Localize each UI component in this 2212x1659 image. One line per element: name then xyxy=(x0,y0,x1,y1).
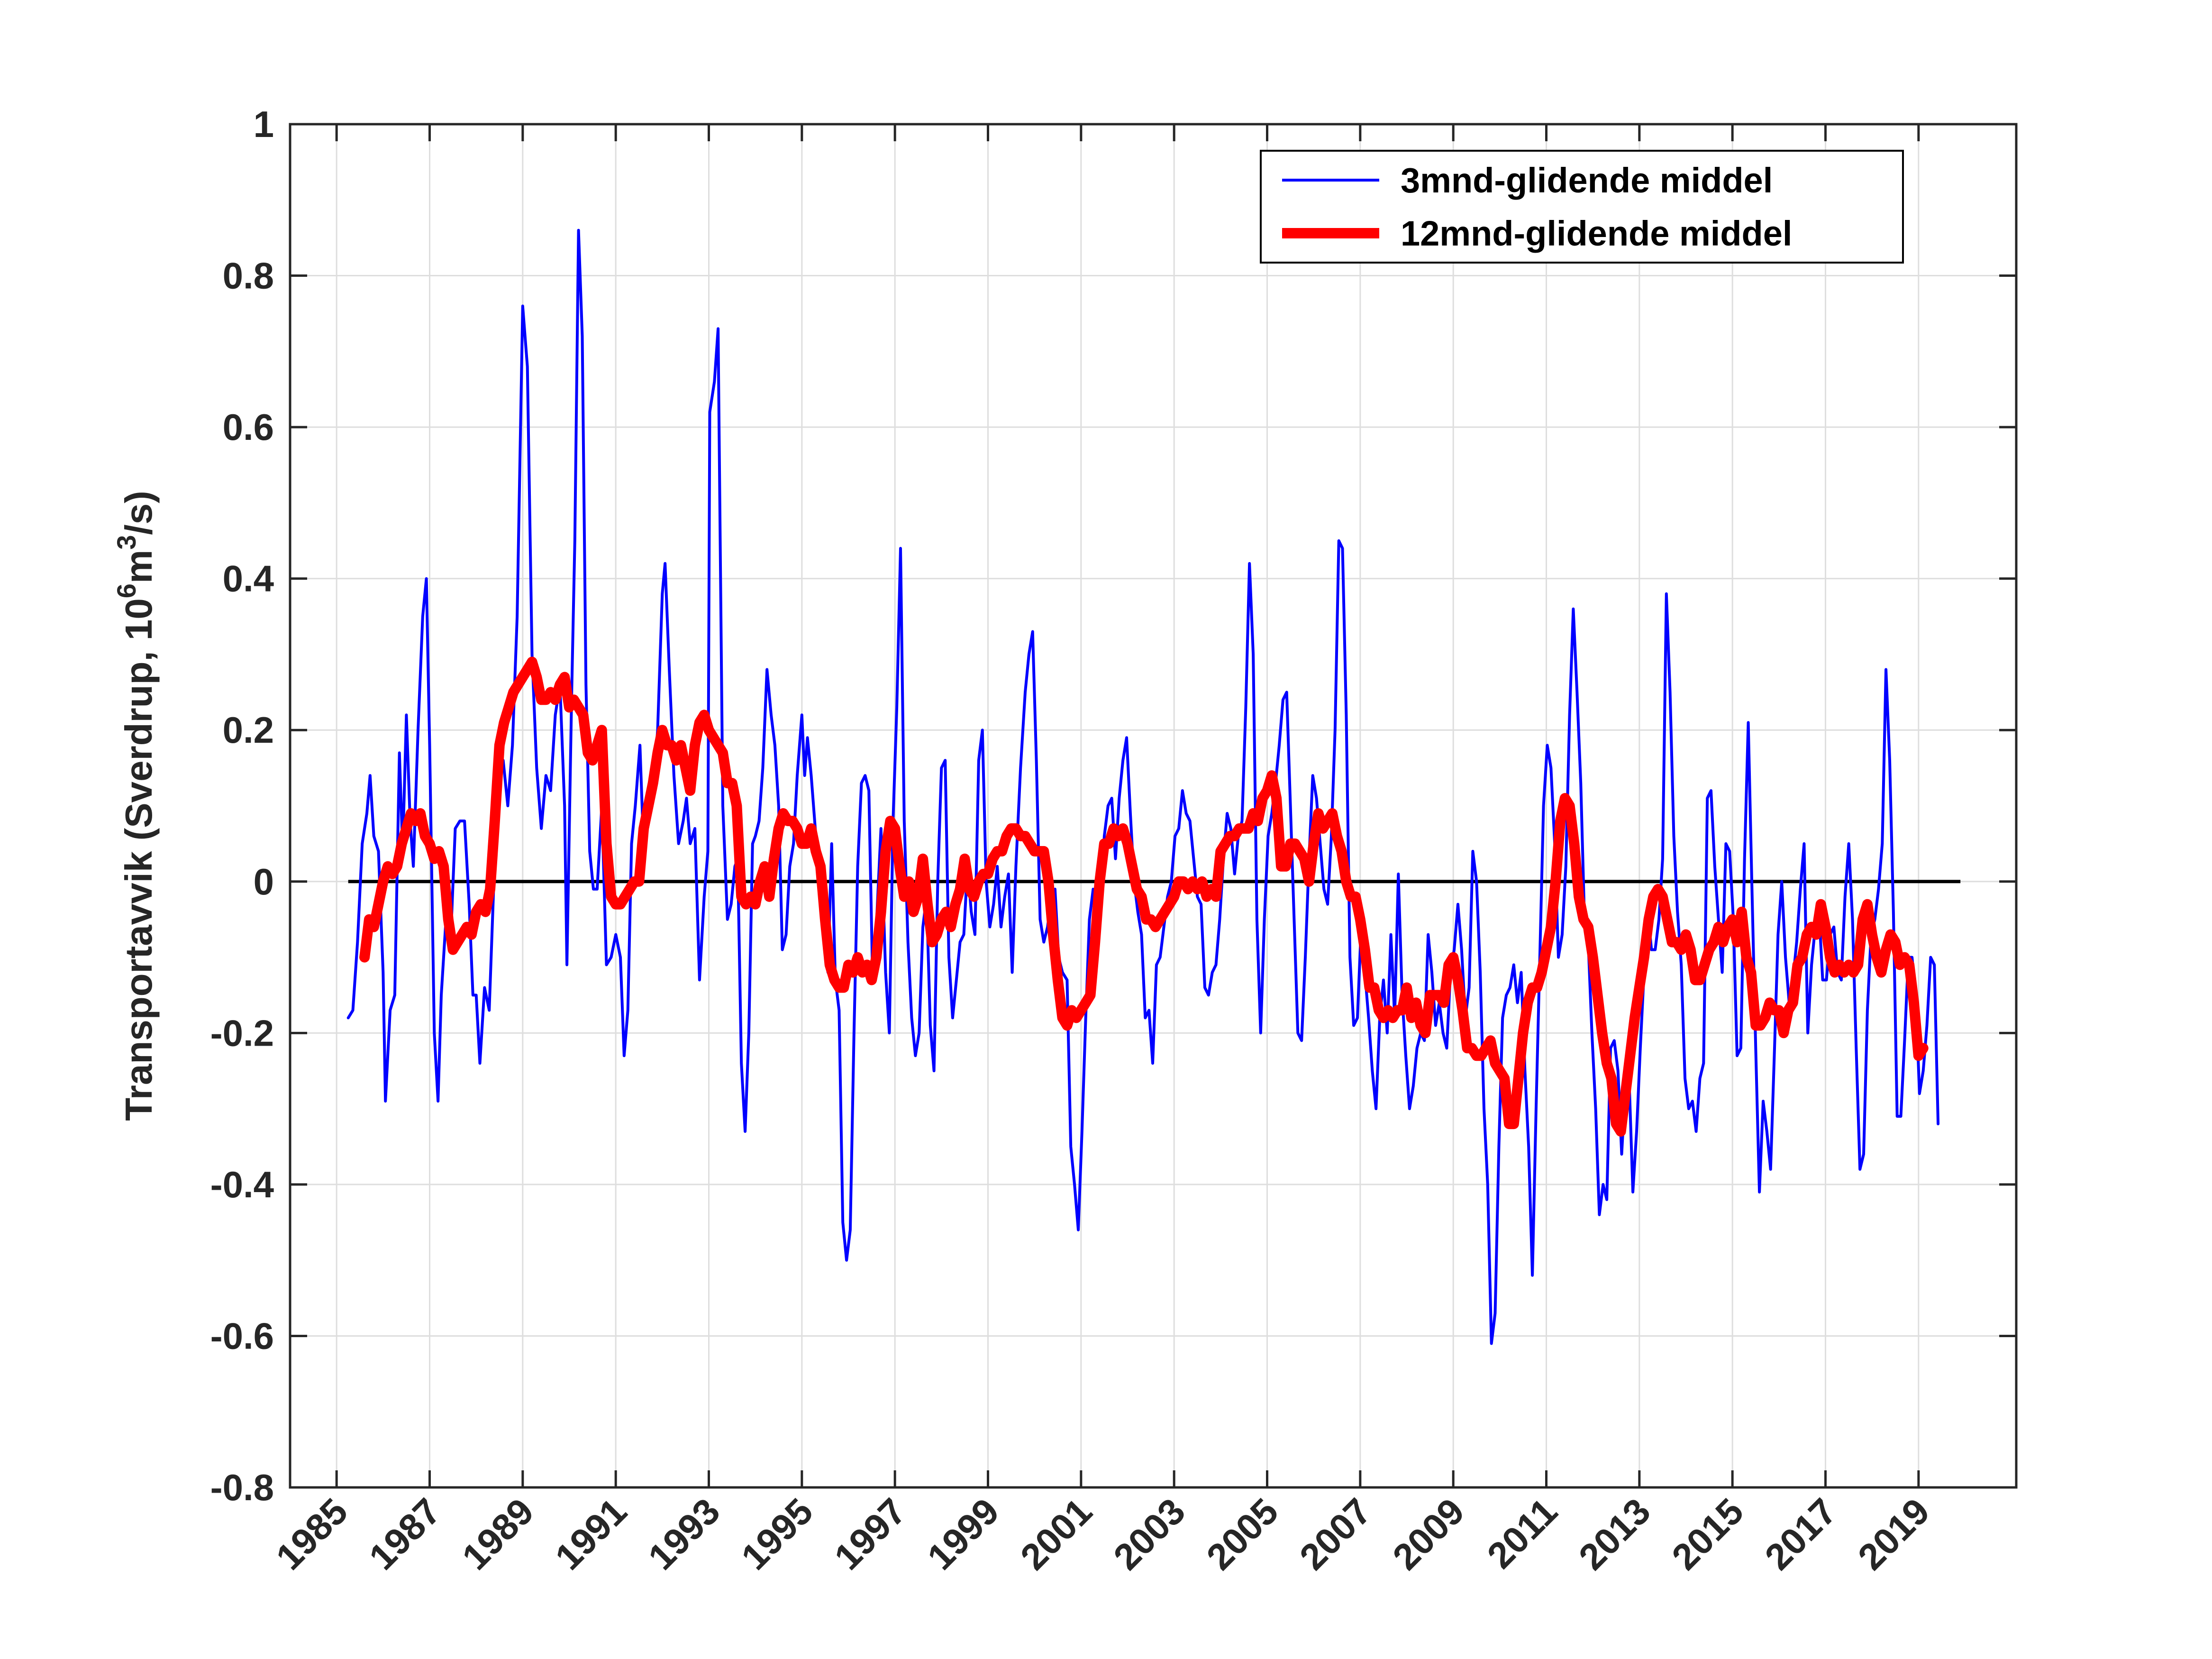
y-tick-label-3: -0.2 xyxy=(210,1012,274,1054)
y-axis-label-unit-s: /s) xyxy=(118,491,160,535)
series-group xyxy=(346,228,1940,1345)
y-axis-label-main: Transportavvik (Sverdrup, 10 xyxy=(118,598,160,1121)
legend-label-3mnd: 3mnd-glidende middel xyxy=(1401,161,1773,200)
y-tick-label-8: 0.8 xyxy=(223,255,274,297)
plot-frame xyxy=(289,123,2018,1489)
series-line-1 xyxy=(359,656,1929,1137)
series-line-0 xyxy=(346,228,1940,1345)
y-tick-labels: -0.8 -0.6 -0.4 -0.2 0 0.2 0.4 0.6 0.8 1 xyxy=(210,103,274,1508)
legend-label-12mnd: 12mnd-glidende middel xyxy=(1401,214,1792,253)
legend: 3mnd-glidende middel 12mnd-glidende midd… xyxy=(1260,150,1904,264)
y-tick-label-0: -0.8 xyxy=(210,1467,274,1508)
y-axis-label-exponent-3: 3 xyxy=(111,535,141,550)
y-tick-label-2: -0.4 xyxy=(210,1164,274,1205)
y-tick-label-7: 0.6 xyxy=(223,406,274,448)
y-axis-label-exponent-6: 6 xyxy=(111,583,141,598)
y-axis-label-unit-m: m xyxy=(118,550,160,583)
y-tick-label-6: 0.4 xyxy=(223,558,274,600)
axis-ticks xyxy=(290,123,2016,1489)
plot-area xyxy=(290,124,2016,1487)
legend-box xyxy=(1260,150,1904,264)
y-tick-label-9: 1 xyxy=(254,103,274,145)
y-tick-label-1: -0.6 xyxy=(210,1315,274,1357)
y-tick-label-4: 0 xyxy=(254,861,274,902)
y-tick-label-5: 0.2 xyxy=(223,709,274,751)
y-axis-label: Transportavvik (Sverdrup, 106m3/s) xyxy=(111,491,160,1121)
